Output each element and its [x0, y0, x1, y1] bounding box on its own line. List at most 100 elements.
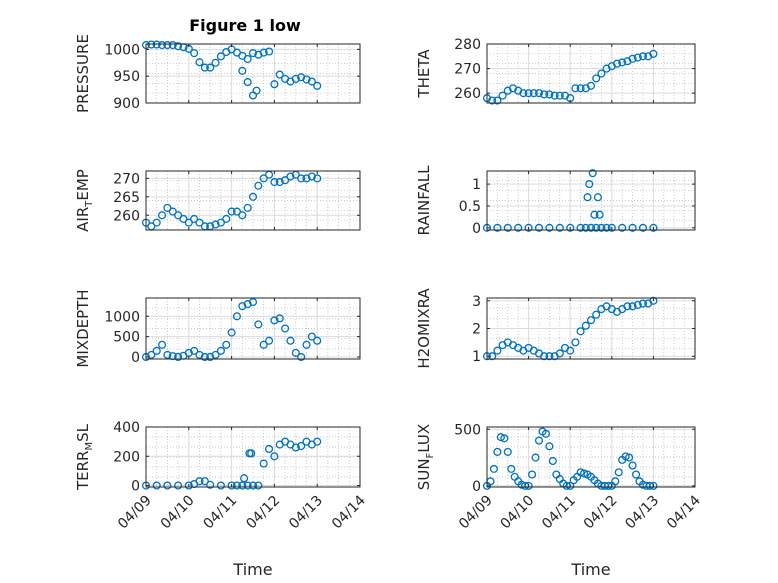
y-tick-label: 500: [113, 330, 140, 346]
data-point: [496, 433, 505, 442]
data-point: [275, 178, 284, 187]
data-point: [184, 481, 193, 490]
data-point: [238, 211, 247, 220]
grid: [486, 298, 696, 359]
data-point: [632, 470, 641, 479]
data-point: [313, 174, 322, 183]
data-point: [514, 223, 523, 232]
data-point: [576, 327, 585, 336]
data-point: [281, 176, 290, 185]
data-point: [252, 86, 261, 95]
y-tick-label: 1000: [104, 309, 140, 325]
y-tick-label: 1: [472, 349, 481, 365]
data-point: [555, 91, 564, 100]
data-point: [534, 223, 544, 232]
data-point: [190, 49, 199, 58]
data-point: [243, 54, 252, 64]
data-point: [147, 40, 156, 49]
data-point: [206, 480, 215, 489]
data-point: [592, 74, 601, 83]
data-point: [281, 324, 290, 333]
data-point: [555, 349, 564, 358]
series-points: [482, 49, 658, 105]
data-point: [528, 470, 537, 479]
data-point: [163, 41, 172, 50]
data-point: [618, 223, 627, 232]
x-axis-label: Time: [570, 560, 610, 579]
data-point: [593, 193, 602, 202]
axes-box: [145, 426, 361, 488]
data-point: [545, 442, 554, 451]
y-tick-label: 270: [113, 171, 140, 187]
data-point: [243, 300, 252, 309]
subplot-4: 1000 500 0 MIXDEPTH: [74, 289, 361, 368]
y-tick-label: 0: [472, 221, 481, 237]
y-tick-label: 0: [131, 350, 140, 366]
axes-box: [486, 426, 696, 488]
data-point: [313, 81, 322, 90]
data-point: [291, 74, 300, 83]
y-tick-label: 500: [454, 422, 481, 438]
data-point: [529, 89, 538, 98]
data-point: [248, 481, 258, 490]
subplot-0: 1000 950 900 PRESSURE: [74, 34, 361, 113]
data-point: [232, 207, 242, 216]
data-point: [254, 320, 263, 329]
data-point: [307, 332, 316, 341]
data-point: [240, 474, 249, 483]
data-point: [286, 172, 295, 181]
data-point: [302, 174, 311, 183]
data-point: [541, 429, 550, 438]
data-point: [275, 314, 284, 323]
data-point: [633, 300, 642, 309]
data-point: [555, 223, 564, 232]
data-point: [585, 180, 594, 189]
data-point: [623, 302, 632, 311]
data-point: [222, 340, 231, 349]
data-point: [597, 69, 606, 78]
data-point: [243, 203, 252, 212]
data-point: [489, 464, 498, 473]
data-point: [628, 461, 637, 470]
series-points: [482, 427, 658, 490]
subplot-1: 280 270 260 THETA: [415, 37, 696, 105]
data-point: [571, 84, 580, 93]
data-point: [248, 192, 258, 201]
data-point: [545, 352, 554, 361]
y-tick-label: 1000: [104, 42, 140, 58]
series-points: [482, 169, 658, 232]
data-point: [158, 41, 167, 50]
data-point: [566, 481, 575, 490]
data-point: [227, 207, 236, 216]
data-point: [297, 441, 306, 451]
subplot-2: 270 265 260 AIRTEMP: [74, 169, 361, 232]
series-points: [482, 296, 658, 361]
data-point: [586, 223, 596, 232]
y-axis-label: TERRMSL: [74, 423, 95, 491]
data-point: [200, 63, 209, 72]
data-point: [270, 178, 279, 187]
data-point: [302, 75, 311, 84]
y-tick-label: 260: [113, 208, 140, 224]
data-point: [638, 223, 648, 232]
data-point: [524, 223, 533, 232]
data-point: [259, 459, 268, 468]
data-point: [254, 50, 263, 59]
data-point: [152, 481, 161, 490]
data-point: [291, 443, 300, 452]
y-axis-label: THETA: [415, 49, 433, 99]
data-point: [625, 453, 634, 462]
data-point: [571, 338, 580, 347]
axes-background: [146, 44, 360, 103]
data-point: [638, 52, 648, 61]
data-point: [586, 316, 596, 325]
data-point: [179, 214, 188, 223]
data-point: [259, 340, 268, 349]
data-point: [227, 481, 236, 490]
y-tick-label: 1: [472, 177, 481, 193]
data-point: [147, 350, 156, 359]
subplot-3: 1 0.5 0 RAINFALL: [415, 165, 696, 237]
data-point: [297, 352, 306, 362]
data-point: [590, 210, 599, 219]
data-point: [243, 481, 252, 490]
